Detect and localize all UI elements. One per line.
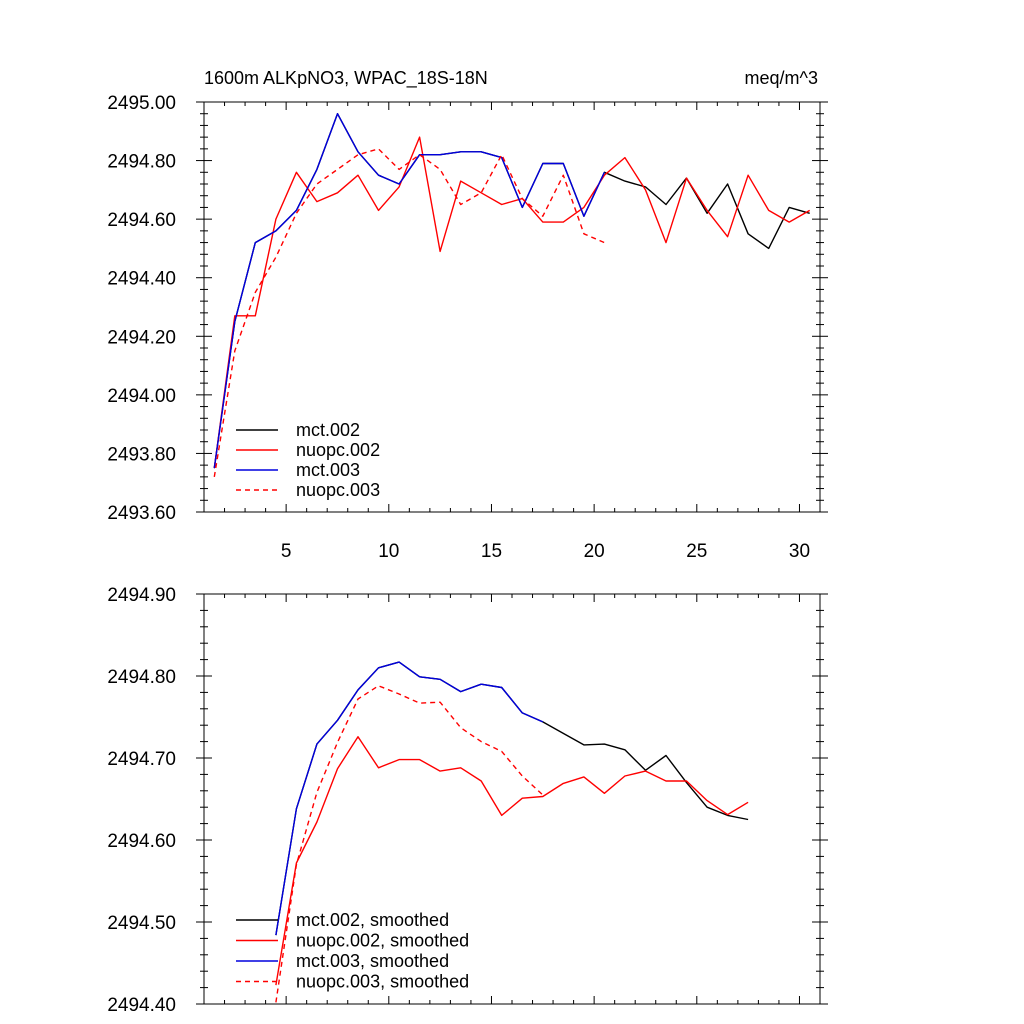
x-tick-label: 5 bbox=[281, 541, 292, 562]
legend-label: nuopc.003 bbox=[296, 480, 380, 500]
legend-label: mct.003 bbox=[296, 460, 360, 480]
chart-panel-1: 5 10 15 20 25 30 2493.60 2493.80 2494.00 2494.20 2… bbox=[107, 68, 828, 562]
x-tick-label: 10 bbox=[378, 541, 399, 562]
chart-units: meq/m^3 bbox=[745, 68, 818, 88]
series-line-nuopc-002 bbox=[213, 136, 811, 469]
legend-label: nuopc.002, smoothed bbox=[296, 931, 469, 951]
x-tick-label: 25 bbox=[686, 541, 707, 562]
y-tick-label: 2494.00 bbox=[107, 386, 176, 407]
y-tick-label: 2494.80 bbox=[107, 152, 176, 173]
y-tick-label: 2495.00 bbox=[107, 93, 176, 114]
y-tick-label: 2494.60 bbox=[107, 210, 176, 231]
x-tick-label: 15 bbox=[481, 541, 502, 562]
series-line-mct-002 bbox=[213, 112, 810, 469]
x-tick-label: 30 bbox=[789, 541, 810, 562]
y-tick-label: 2494.70 bbox=[107, 749, 176, 770]
chart-title: 1600m ALKpNO3, WPAC_18S-18N bbox=[204, 68, 488, 89]
legend-label: nuopc.002 bbox=[296, 440, 380, 460]
legend-label: mct.003, smoothed bbox=[296, 951, 449, 971]
series-line-mct-003 bbox=[213, 112, 606, 469]
x-tick-label: 20 bbox=[584, 541, 605, 562]
series-line-nuopc-002-smoothed bbox=[275, 736, 749, 986]
y-tick-label: 2494.90 bbox=[107, 585, 176, 606]
y-tick-label: 2494.80 bbox=[107, 667, 176, 688]
y-tick-label: 2494.40 bbox=[107, 269, 176, 290]
y-tick-label: 2493.60 bbox=[107, 503, 176, 524]
y-tick-label: 2494.20 bbox=[107, 327, 176, 348]
y-tick-label: 2494.40 bbox=[107, 995, 176, 1016]
y-tick-label: 2493.80 bbox=[107, 444, 176, 465]
legend-label: mct.002 bbox=[296, 420, 360, 440]
series-line-nuopc-003 bbox=[213, 148, 605, 478]
y-tick-label: 2494.60 bbox=[107, 831, 176, 852]
legend-label: nuopc.003, smoothed bbox=[296, 972, 469, 992]
chart-panel-2: 2494.40 2494.50 2494.60 2494.70 2494.80 2494.… bbox=[107, 585, 828, 1016]
legend-label: mct.002, smoothed bbox=[296, 910, 449, 930]
y-tick-label: 2494.50 bbox=[107, 913, 176, 934]
series-line-mct-003-smoothed bbox=[275, 661, 544, 936]
series-line-mct-002-smoothed bbox=[275, 661, 749, 936]
